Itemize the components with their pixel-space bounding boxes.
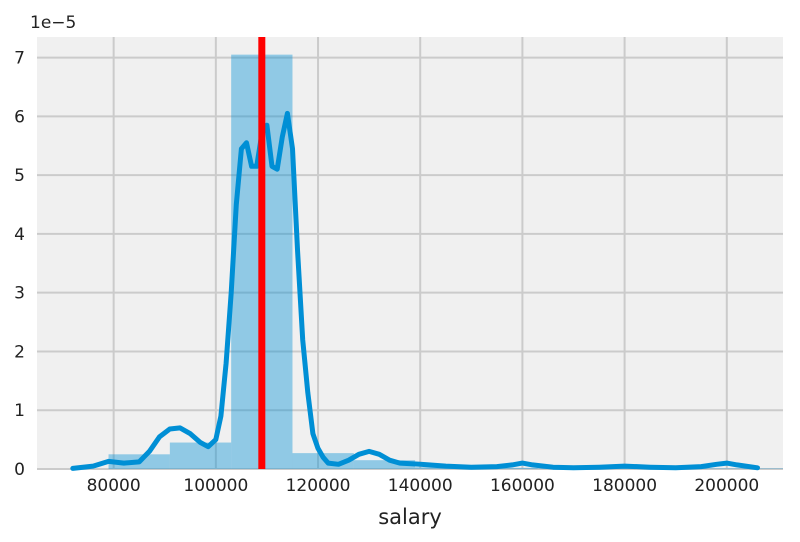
x-tick-label: 200000 bbox=[694, 476, 759, 496]
y-tick-label: 1 bbox=[14, 401, 25, 421]
y-tick-label: 0 bbox=[14, 460, 25, 480]
x-tick-label: 120000 bbox=[286, 476, 351, 496]
x-tick-label: 180000 bbox=[592, 476, 657, 496]
y-tick-labels: 0 1 2 3 4 5 6 7 bbox=[14, 49, 25, 480]
kde-curve bbox=[70, 110, 760, 471]
x-tick-labels: 80000 100000 120000 140000 160000 180000 20000… bbox=[87, 476, 760, 496]
y-tick-label: 3 bbox=[14, 284, 25, 304]
kde-line bbox=[70, 110, 760, 471]
x-tick-label: 100000 bbox=[183, 476, 248, 496]
gridlines bbox=[37, 37, 783, 470]
x-axis-label: salary bbox=[378, 505, 442, 529]
histogram-bar bbox=[353, 460, 416, 469]
y-tick-label: 6 bbox=[14, 107, 25, 127]
y-tick-label: 2 bbox=[14, 342, 25, 362]
x-tick-label: 160000 bbox=[490, 476, 555, 496]
plot-background bbox=[37, 37, 783, 469]
y-tick-label: 7 bbox=[14, 49, 25, 69]
x-tick-label: 140000 bbox=[388, 476, 453, 496]
y-offset-label: 1e−5 bbox=[30, 13, 76, 33]
x-tick-label: 80000 bbox=[87, 476, 141, 496]
y-tick-label: 4 bbox=[14, 225, 25, 245]
histogram-bar bbox=[476, 467, 538, 469]
y-tick-label: 5 bbox=[14, 166, 25, 186]
histogram-bar bbox=[169, 442, 232, 469]
